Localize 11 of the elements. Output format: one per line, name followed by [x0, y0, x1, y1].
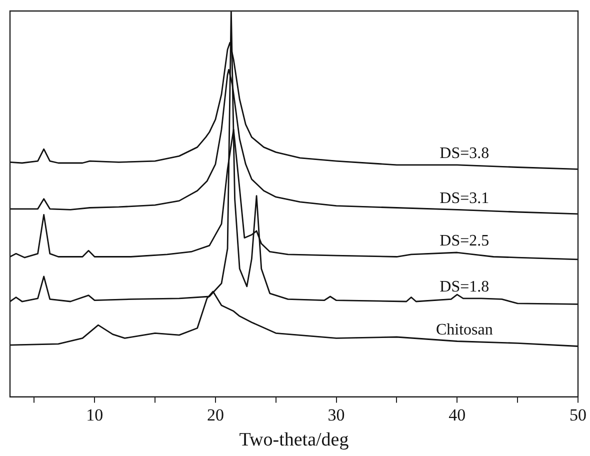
x-tick-label: 30	[328, 405, 345, 424]
x-axis-title: Two-theta/deg	[239, 430, 350, 451]
series-label: DS=2.5	[440, 232, 490, 250]
x-tick-label: 10	[86, 405, 104, 424]
series-label: Chitosan	[436, 321, 493, 338]
x-tick-label: 20	[206, 405, 224, 424]
x-tick-label: 50	[570, 405, 586, 424]
series-label: DS=1.8	[440, 278, 490, 296]
x-tick-label: 40	[448, 405, 466, 424]
series-label: DS=3.8	[440, 145, 490, 162]
series-label: DS=3.1	[440, 190, 490, 207]
